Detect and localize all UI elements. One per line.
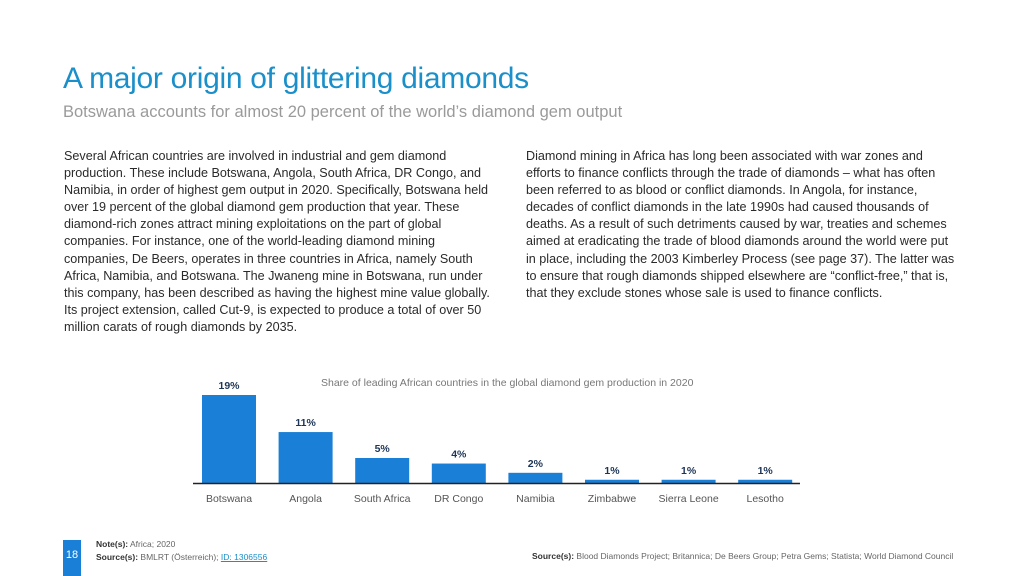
- bar: [431, 463, 486, 483]
- bar: [661, 479, 716, 483]
- data-label: 19%: [218, 380, 240, 392]
- chart-title: Share of leading African countries in th…: [321, 377, 694, 389]
- x-tick-label: Angola: [289, 493, 322, 505]
- data-label: 1%: [681, 465, 697, 477]
- bar: [738, 479, 793, 483]
- bar: [585, 479, 639, 483]
- bar: [355, 457, 410, 483]
- x-tick-label: Sierra Leone: [659, 493, 719, 505]
- x-tick-label: Zimbabwe: [588, 493, 637, 505]
- page-subtitle: Botswana accounts for almost 20 percent …: [63, 103, 623, 121]
- data-label: 5%: [375, 443, 391, 455]
- page-number: 18: [63, 540, 81, 576]
- statista-id-link[interactable]: ID: 1306556: [220, 552, 268, 562]
- x-tick-label: Namibia: [516, 493, 555, 505]
- bar: [202, 395, 256, 483]
- note-label: Note(s):: [96, 539, 129, 549]
- bar: [508, 472, 563, 483]
- data-label: 2%: [528, 458, 544, 470]
- right-source-label: Source(s):: [532, 551, 575, 561]
- footer-sources-right: Source(s): Blood Diamonds Project; Brita…: [532, 551, 953, 561]
- data-label: 1%: [758, 465, 774, 477]
- body-text-left: Several African countries are involved i…: [64, 149, 490, 334]
- source-text: BMLRT (Österreich);: [140, 552, 219, 562]
- bar: [278, 432, 333, 483]
- page-title: A major origin of glittering diamonds: [63, 62, 529, 95]
- x-tick-label: Botswana: [206, 493, 252, 505]
- x-tick-label: DR Congo: [434, 493, 483, 505]
- x-tick-label: Lesotho: [747, 493, 785, 505]
- right-source-text: Blood Diamonds Project; Britannica; De B…: [576, 551, 954, 561]
- x-tick-label: South Africa: [354, 493, 411, 505]
- data-label: 4%: [451, 449, 467, 461]
- source-label: Source(s):: [96, 552, 139, 562]
- footer-notes: Note(s): Africa; 2020 Source(s): BMLRT (…: [96, 538, 267, 564]
- data-label: 11%: [295, 417, 316, 429]
- data-label: 1%: [604, 465, 620, 477]
- note-text: Africa; 2020: [130, 539, 176, 549]
- body-text-right: Diamond mining in Africa has long been a…: [526, 149, 955, 300]
